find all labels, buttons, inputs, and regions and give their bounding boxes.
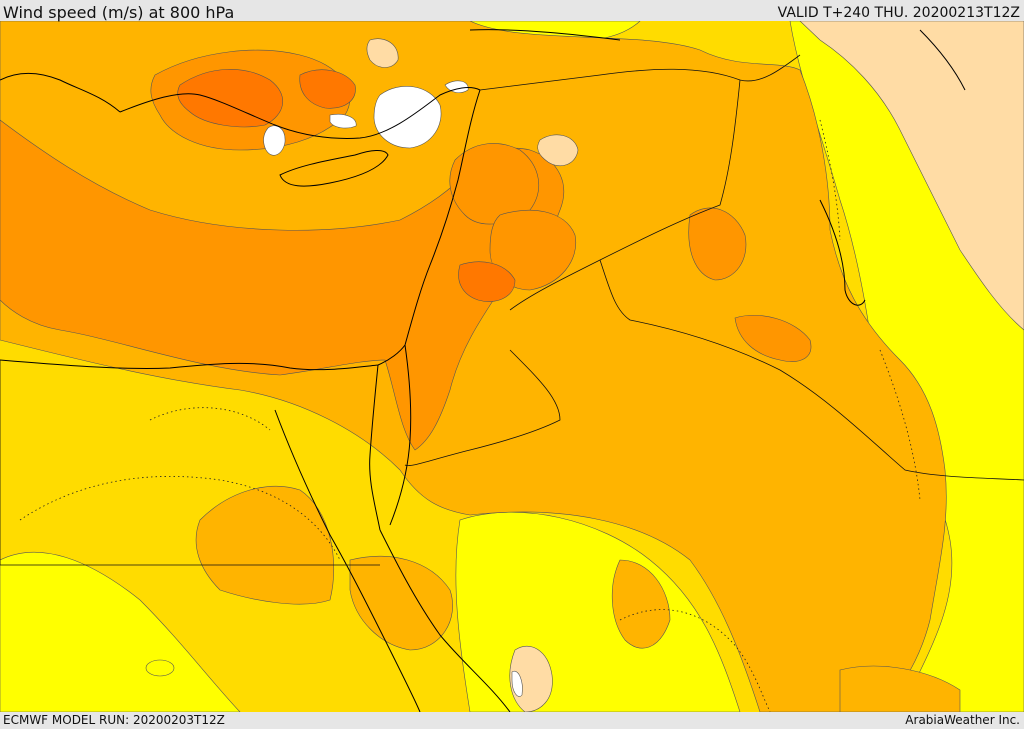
coast-levant [404, 89, 481, 346]
lorange-se-patch [611, 559, 671, 649]
darkorange-syria [458, 261, 516, 302]
coastlines [0, 29, 966, 712]
yellow-southwest [0, 551, 241, 712]
map-title: Wind speed (m/s) at 800 hPa [3, 3, 235, 22]
dotted-contour-2 [619, 609, 771, 712]
lorange-north-wide [0, 21, 947, 712]
border-iraq-saudi [599, 259, 1024, 481]
dark-orange-regions [177, 69, 516, 302]
orange-east-blob [734, 314, 812, 362]
lorange-sw-patch [195, 485, 335, 605]
coast-gulf-suez [369, 364, 381, 531]
border-jordan-saudi [404, 349, 561, 467]
coast-persian-gulf [819, 199, 866, 306]
darkorange-turkey [299, 69, 356, 109]
lorange-south-mid [349, 555, 453, 651]
coast-black-sea [469, 29, 621, 41]
coast-red-sea-west [274, 409, 421, 712]
white-aegean-small [263, 125, 286, 156]
tan-turkey-patch [366, 38, 399, 68]
valid-time: VALID T+240 THU. 20200213T12Z [777, 5, 1020, 21]
model-run-label: ECMWF MODEL RUN: 20200203T12Z [3, 713, 225, 727]
darkorange-aegean [177, 69, 284, 128]
white-turkey-small [329, 113, 357, 129]
tan-syria-patch [537, 134, 579, 166]
border-turkey-syria [479, 54, 801, 91]
light-orange-regions [0, 21, 961, 712]
yellow-blob-3 [145, 659, 175, 677]
coast-cyprus [279, 150, 389, 187]
dotted-contour-3 [879, 349, 921, 501]
borders [0, 54, 1024, 566]
weather-map [0, 21, 1024, 712]
coast-red-sea-east [379, 529, 511, 712]
dotted-contour-4 [149, 407, 271, 431]
credit-label: ArabiaWeather Inc. [905, 713, 1020, 727]
coast-caspian [919, 29, 966, 91]
border-syria-iraq [509, 79, 741, 311]
dotted-contour-1 [19, 476, 341, 561]
white-regions [263, 80, 523, 697]
coast-turkey-south [119, 87, 481, 139]
map-canvas [0, 21, 1024, 712]
tan-ne-corner [799, 21, 1024, 331]
coast-aegean-islands [0, 72, 121, 113]
lorange-se-corner [839, 665, 961, 712]
white-cyprus-north [373, 86, 442, 149]
header-bar: Wind speed (m/s) at 800 hPa VALID T+240 … [0, 0, 1024, 22]
orange-syria-patch [489, 209, 577, 291]
coast-gulf-aqaba [389, 344, 412, 526]
coast-egypt-north [0, 344, 406, 371]
footer-bar: ECMWF MODEL RUN: 20200203T12Z ArabiaWeat… [0, 712, 1024, 729]
dotted-contours [19, 119, 921, 712]
white-red-sea [511, 670, 523, 697]
dotted-contour-5 [819, 119, 841, 241]
orange-iraq-patch [688, 207, 747, 281]
